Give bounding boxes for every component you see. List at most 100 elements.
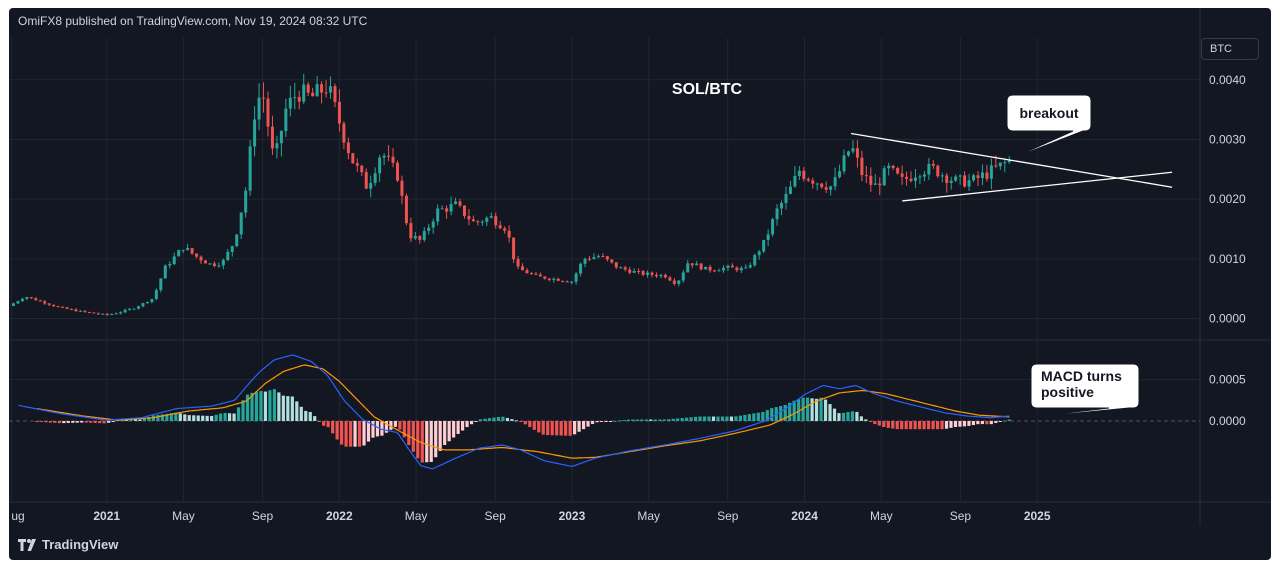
macd-y-tick-label: 0.0005 — [1209, 373, 1246, 387]
histogram-bar — [940, 421, 944, 430]
histogram-bar — [823, 399, 828, 421]
candle — [748, 265, 752, 268]
candle — [538, 274, 542, 277]
candle — [565, 281, 569, 283]
histogram-bar — [335, 421, 339, 440]
histogram-bar — [84, 421, 88, 423]
histogram-bar — [465, 421, 469, 428]
histogram-bar — [617, 420, 622, 422]
candle — [909, 178, 913, 181]
candle — [780, 202, 784, 209]
histogram-bar — [868, 421, 872, 422]
candle — [329, 86, 333, 93]
candle — [74, 309, 78, 312]
histogram-bar — [810, 398, 814, 421]
tradingview-brand[interactable]: TradingView — [18, 537, 118, 552]
candle — [11, 303, 15, 306]
histogram-bar — [573, 421, 577, 435]
candle — [409, 223, 413, 239]
candle — [266, 98, 270, 127]
candle — [628, 269, 632, 273]
candle — [954, 176, 958, 181]
candle — [159, 278, 163, 291]
histogram-bar — [286, 396, 290, 421]
histogram-bar — [595, 421, 599, 423]
candle — [543, 276, 547, 279]
x-tick-label: Sep — [484, 509, 506, 523]
macd-callout — [1011, 363, 1140, 420]
histogram-bar — [57, 421, 61, 424]
histogram-bar — [958, 421, 962, 427]
candle — [793, 175, 797, 187]
histogram-bar — [129, 419, 133, 421]
candle — [864, 175, 868, 177]
candle — [288, 97, 292, 109]
candle — [244, 190, 248, 213]
y-tick-label: 0.0000 — [1209, 312, 1246, 326]
candle — [52, 304, 56, 307]
histogram-bar — [913, 421, 917, 430]
candle — [891, 165, 895, 168]
histogram-bar — [1003, 420, 1007, 422]
histogram-bar — [151, 415, 156, 421]
histogram-bar — [873, 421, 877, 425]
histogram-bar — [523, 421, 527, 425]
histogram-bar — [599, 421, 604, 422]
candle — [208, 263, 212, 265]
candle — [838, 171, 842, 178]
candle — [16, 301, 20, 304]
price-unit-button[interactable]: BTC — [1201, 38, 1259, 60]
candle — [547, 278, 551, 280]
histogram-bar — [855, 411, 859, 421]
x-tick-label: May — [870, 509, 893, 523]
candle — [422, 230, 426, 240]
histogram-bar — [841, 412, 846, 421]
histogram-bar — [828, 404, 832, 421]
candle — [239, 212, 243, 235]
price-pane — [11, 73, 1173, 316]
candle — [833, 177, 837, 187]
candle — [735, 267, 739, 271]
histogram-bar — [44, 421, 48, 423]
histogram-bar — [75, 421, 79, 423]
candle — [570, 281, 574, 283]
histogram-bar — [886, 421, 890, 428]
candle — [136, 306, 140, 309]
histogram-bar — [340, 421, 344, 445]
x-tick-label: 2025 — [1024, 509, 1051, 523]
histogram-bar — [555, 421, 559, 436]
candle — [253, 119, 257, 147]
histogram-bar — [752, 413, 756, 421]
candle — [931, 163, 935, 166]
histogram-bar — [909, 421, 913, 430]
histogram-bar — [707, 416, 711, 421]
candle — [462, 205, 466, 217]
histogram-bar — [268, 390, 272, 421]
candle — [168, 264, 172, 266]
macd-callout-label: MACD turns — [1041, 368, 1122, 384]
histogram-bar — [895, 421, 899, 430]
candle — [467, 216, 471, 220]
candle — [507, 230, 511, 238]
histogram-bar — [788, 402, 792, 421]
tradingview-label: TradingView — [42, 537, 119, 552]
candle — [650, 272, 654, 275]
histogram-bar — [245, 394, 250, 421]
candle — [913, 177, 917, 181]
histogram-bar — [622, 420, 626, 422]
candle — [320, 84, 324, 93]
candle — [762, 239, 766, 252]
histogram-bar — [716, 416, 720, 421]
histogram-bar — [429, 421, 433, 462]
x-tick-label: 2021 — [93, 509, 120, 523]
histogram-bar — [859, 416, 863, 421]
histogram-bar — [711, 416, 716, 421]
candle — [302, 84, 306, 102]
histogram-bar — [613, 420, 617, 422]
histogram-bar — [532, 421, 536, 430]
breakout-label: breakout — [1019, 105, 1078, 121]
candle — [101, 313, 105, 315]
candle — [623, 267, 627, 270]
macd-pane — [18, 354, 1011, 470]
